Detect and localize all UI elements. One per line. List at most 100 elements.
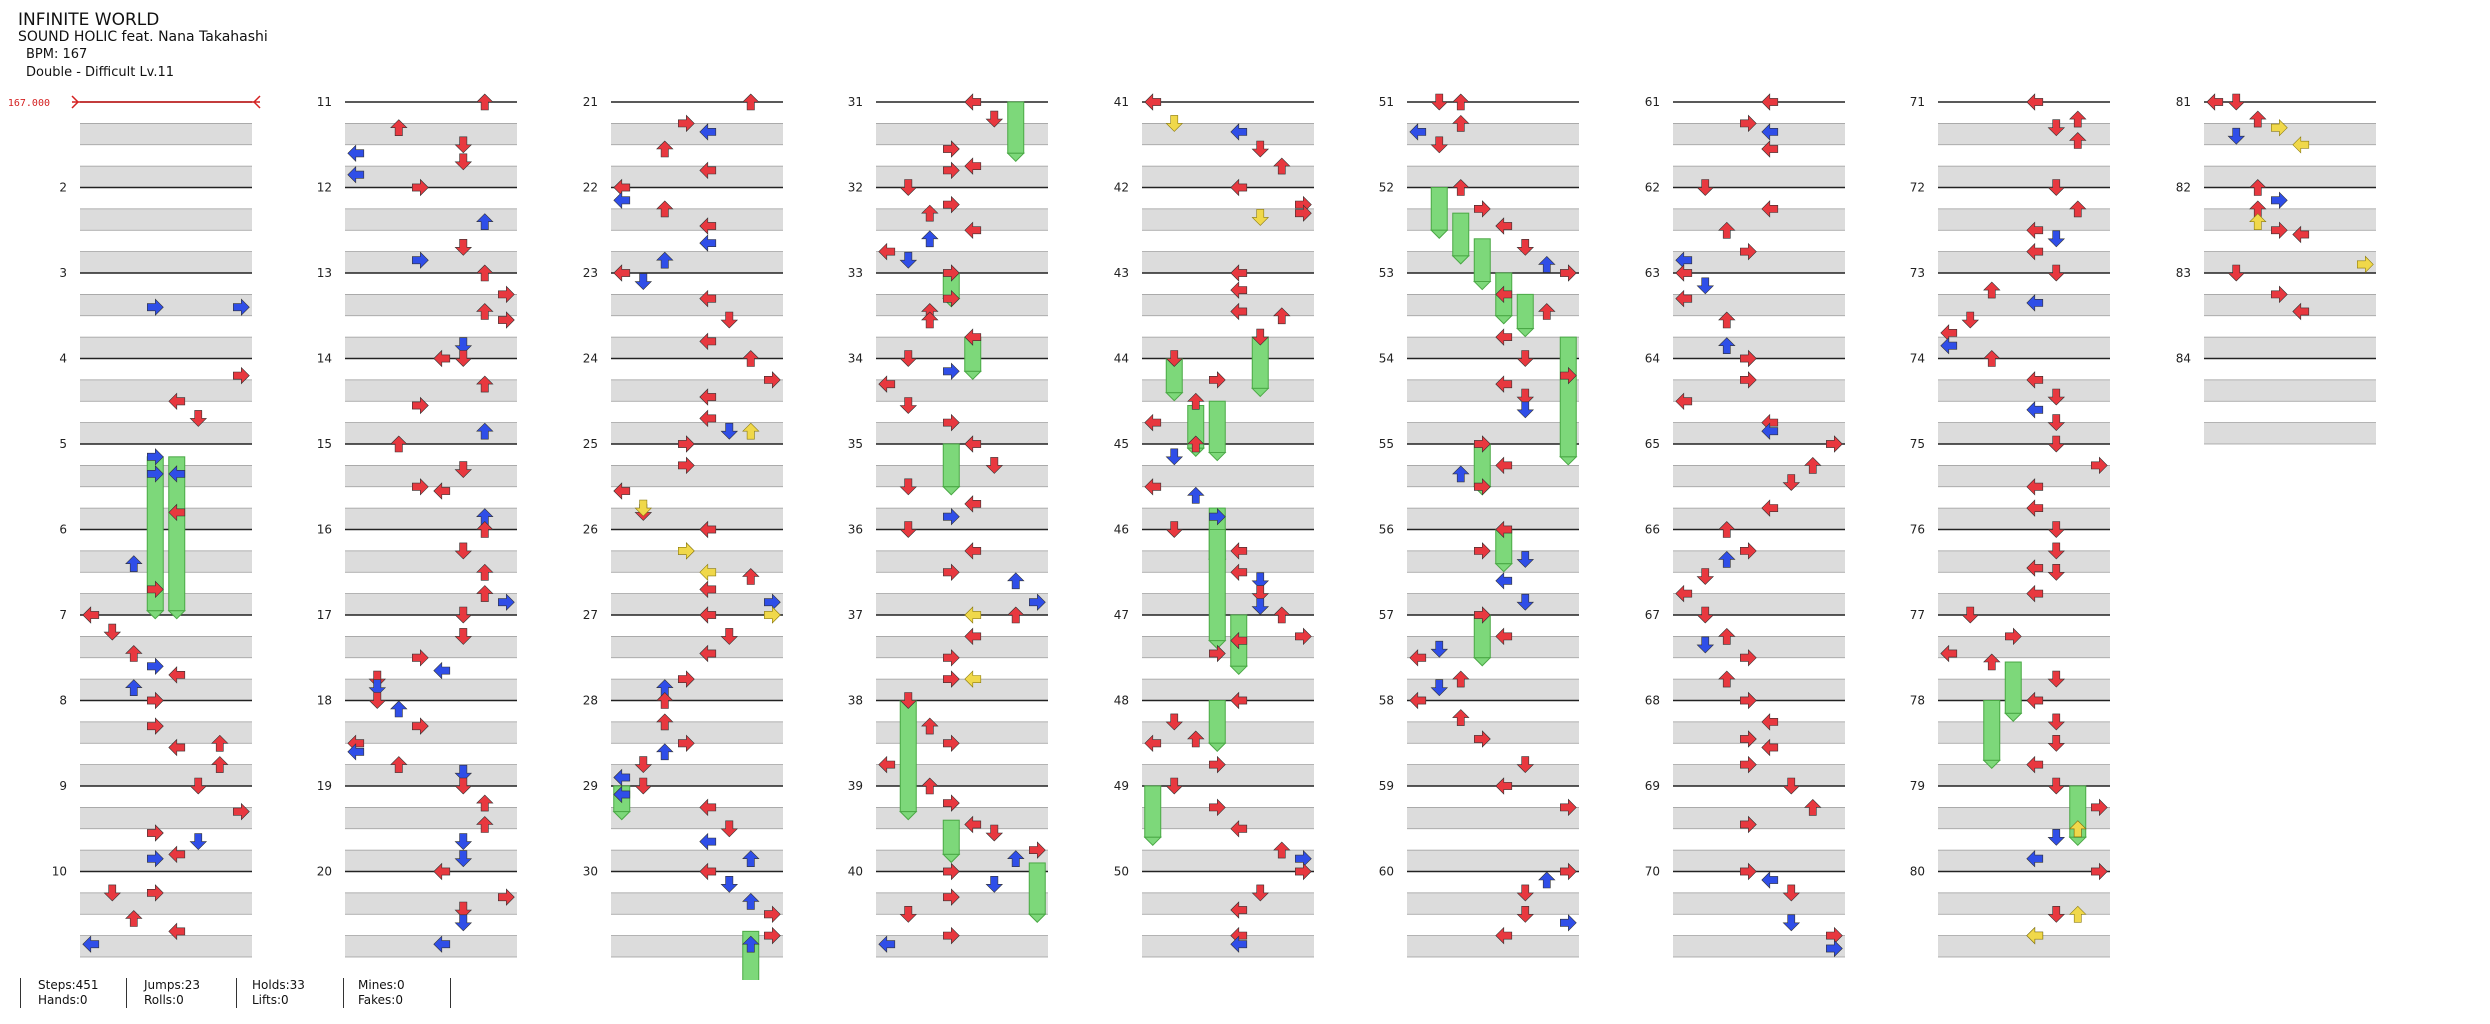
beat-shade bbox=[1142, 337, 1314, 359]
beat-shade bbox=[345, 337, 517, 359]
step-arrow bbox=[943, 862, 960, 881]
step-arrow bbox=[2026, 93, 2044, 111]
step-arrow bbox=[899, 397, 918, 414]
step-arrow bbox=[147, 824, 164, 842]
step-arrow bbox=[1230, 631, 1248, 650]
step-arrow bbox=[1560, 798, 1577, 817]
step-arrow bbox=[476, 521, 494, 538]
beat-shade bbox=[1407, 465, 1579, 487]
step-arrow bbox=[2026, 559, 2044, 577]
beat-shade bbox=[1673, 379, 1845, 402]
step-arrow bbox=[742, 935, 760, 953]
step-arrow bbox=[943, 563, 960, 582]
measure-number: 45 bbox=[1114, 437, 1129, 451]
beat-shade bbox=[611, 764, 783, 786]
beat-shade bbox=[345, 850, 517, 872]
step-arrow bbox=[1495, 520, 1513, 539]
step-arrow bbox=[125, 645, 143, 662]
step-arrow bbox=[921, 204, 939, 222]
step-arrow bbox=[433, 482, 451, 500]
step-arrow bbox=[1251, 598, 1270, 615]
song-bpm: BPM: 167 bbox=[26, 47, 88, 62]
hold-tail bbox=[1028, 913, 1047, 923]
step-arrow bbox=[125, 679, 143, 696]
measure-number: 68 bbox=[1645, 694, 1660, 708]
measure-number: 80 bbox=[1910, 865, 1925, 879]
hold-tail bbox=[1251, 387, 1270, 398]
measure-number: 33 bbox=[848, 266, 863, 280]
beat-shade bbox=[345, 935, 517, 957]
stats-divider bbox=[450, 978, 451, 1008]
measure-number: 48 bbox=[1114, 694, 1129, 708]
beat-shade bbox=[611, 337, 783, 359]
hold-body bbox=[2004, 661, 2022, 714]
measure-number: 21 bbox=[583, 95, 598, 109]
hold-body bbox=[1028, 862, 1046, 915]
step-arrow bbox=[1230, 302, 1248, 321]
step-arrow bbox=[147, 691, 164, 710]
step-arrow bbox=[899, 521, 918, 538]
step-arrow bbox=[476, 303, 494, 320]
step-arrow-yellow bbox=[964, 670, 982, 688]
beat-shade bbox=[1938, 337, 2110, 359]
beat-shade bbox=[876, 208, 1048, 231]
hold-tail bbox=[167, 610, 186, 620]
step-arrow bbox=[899, 478, 918, 496]
step-arrow bbox=[699, 217, 717, 235]
step-arrow bbox=[147, 298, 164, 316]
step-arrow bbox=[1495, 285, 1513, 304]
step-arrow bbox=[899, 906, 918, 923]
step-arrow-yellow bbox=[2271, 118, 2288, 137]
beat-shade bbox=[1142, 892, 1314, 915]
step-arrow bbox=[1495, 328, 1513, 346]
step-arrow bbox=[1165, 521, 1184, 538]
beat-shade bbox=[876, 764, 1048, 786]
step-arrow bbox=[1251, 884, 1270, 902]
measure-number: 83 bbox=[2176, 266, 2191, 280]
beat-shade bbox=[876, 636, 1048, 658]
measure-number: 23 bbox=[583, 266, 598, 280]
step-arrow bbox=[1474, 542, 1491, 560]
step-arrow bbox=[82, 606, 100, 624]
step-arrow bbox=[1187, 392, 1205, 410]
measure-number: 42 bbox=[1114, 181, 1129, 195]
stats-holds: Holds:33 bbox=[252, 978, 305, 992]
measure-number: 9 bbox=[59, 779, 67, 793]
step-arrow bbox=[1474, 730, 1491, 748]
step-arrow bbox=[211, 756, 229, 773]
step-arrow bbox=[125, 555, 143, 572]
hold-tail bbox=[1473, 657, 1492, 667]
step-arrow bbox=[1144, 93, 1162, 111]
hold-tail bbox=[1430, 229, 1449, 239]
step-arrow bbox=[1209, 644, 1226, 663]
hold-body bbox=[1208, 400, 1226, 454]
step-arrow bbox=[1740, 242, 1757, 261]
beat-shade bbox=[80, 679, 252, 701]
step-arrow bbox=[921, 777, 939, 795]
step-arrow bbox=[1782, 914, 1801, 932]
step-arrow bbox=[454, 764, 473, 782]
step-arrow bbox=[1782, 474, 1801, 491]
step-arrow-yellow bbox=[2292, 136, 2310, 154]
song-title: INFINITE WORLD bbox=[18, 10, 160, 30]
step-arrow bbox=[454, 901, 473, 919]
step-arrow-yellow bbox=[764, 606, 781, 624]
step-arrow bbox=[1495, 217, 1513, 235]
step-arrow bbox=[1538, 871, 1556, 889]
step-arrow bbox=[412, 478, 429, 496]
step-arrow bbox=[476, 816, 494, 833]
beat-shade bbox=[1142, 422, 1314, 444]
measure-number: 4 bbox=[59, 352, 67, 366]
beat-shade bbox=[876, 337, 1048, 359]
step-arrow bbox=[699, 832, 717, 851]
beat-shade bbox=[1938, 123, 2110, 145]
step-arrow bbox=[2026, 584, 2044, 603]
step-arrow bbox=[1696, 568, 1715, 585]
step-arrow bbox=[1940, 336, 1958, 355]
beat-shade bbox=[2204, 422, 2376, 444]
step-arrow bbox=[899, 350, 918, 367]
beat-shade bbox=[611, 550, 783, 573]
step-arrow bbox=[390, 435, 408, 453]
beat-shade bbox=[611, 166, 783, 188]
beat-shade bbox=[345, 721, 517, 744]
